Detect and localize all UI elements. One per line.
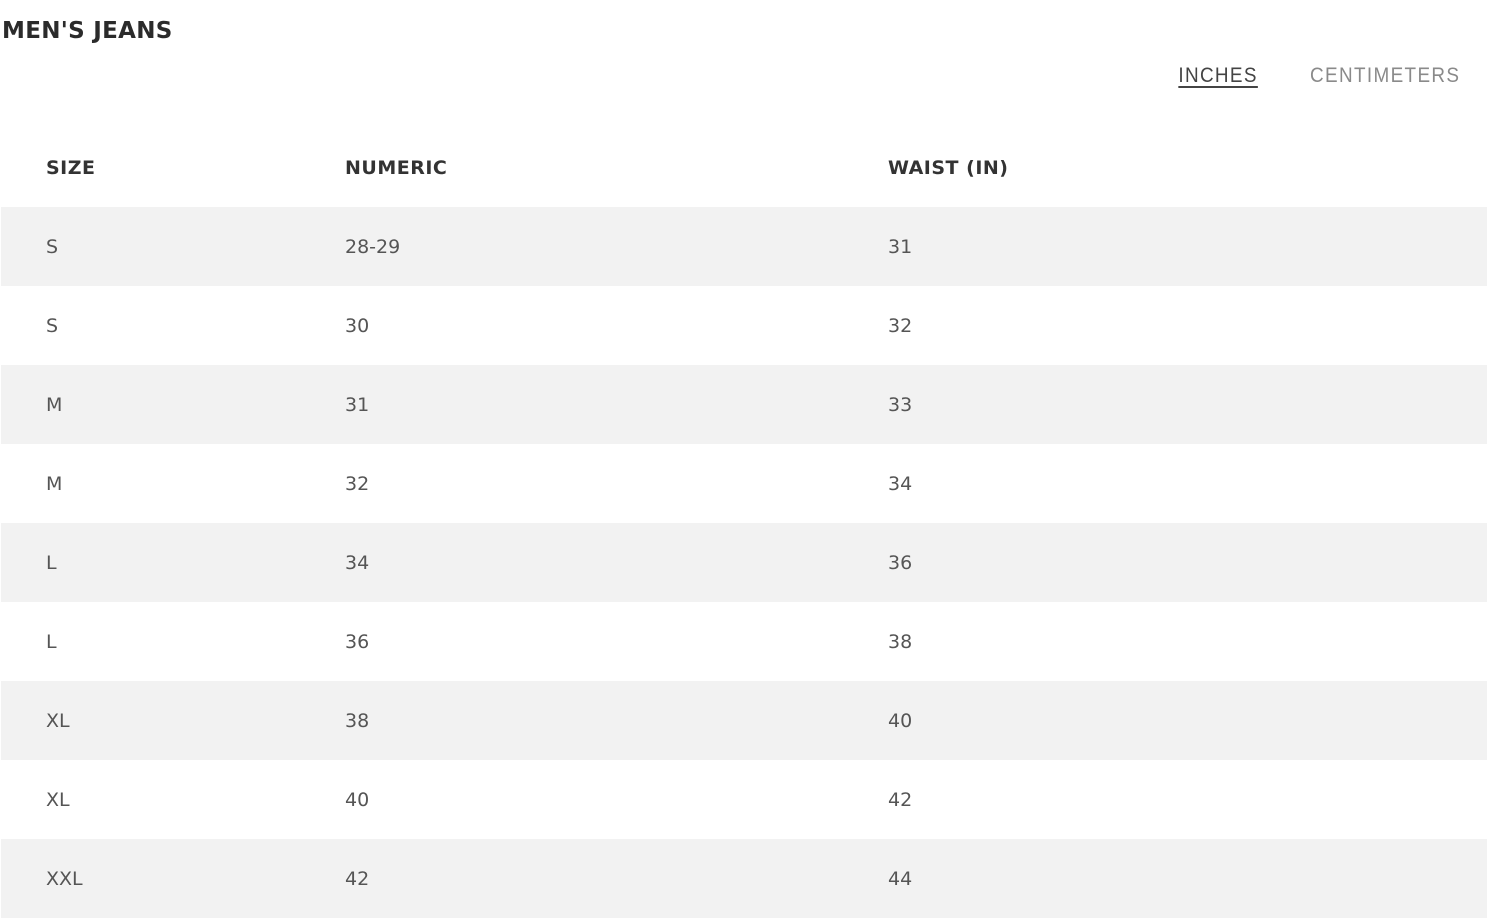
numeric-cell: 34 xyxy=(345,551,370,574)
size-cell: L xyxy=(46,630,57,653)
waist-cell: 44 xyxy=(888,867,913,890)
size-cell: L xyxy=(46,551,57,574)
size-cell: M xyxy=(46,393,63,416)
unit-toggle: INCHES CENTIMETERS xyxy=(1178,64,1460,88)
header-size: SIZE xyxy=(46,156,96,179)
numeric-cell: 40 xyxy=(345,788,370,811)
table-row: XL 40 42 xyxy=(1,760,1487,839)
size-cell: S xyxy=(46,314,59,337)
waist-cell: 36 xyxy=(888,551,913,574)
header-numeric: NUMERIC xyxy=(345,156,448,179)
size-cell: S xyxy=(46,235,59,258)
size-cell: XL xyxy=(46,709,70,732)
table-row: M 32 34 xyxy=(1,444,1487,523)
table-row: S 28-29 31 xyxy=(1,207,1487,286)
waist-cell: 31 xyxy=(888,235,913,258)
table-row: L 34 36 xyxy=(1,523,1487,602)
table-header-row: SIZE NUMERIC WAIST (IN) xyxy=(1,128,1487,207)
table-row: XXL 42 44 xyxy=(1,839,1487,918)
table-row: L 36 38 xyxy=(1,602,1487,681)
waist-cell: 34 xyxy=(888,472,913,495)
numeric-cell: 30 xyxy=(345,314,370,337)
waist-cell: 42 xyxy=(888,788,913,811)
size-cell: M xyxy=(46,472,63,495)
table-row: S 30 32 xyxy=(1,286,1487,365)
inches-tab[interactable]: INCHES xyxy=(1177,64,1258,87)
numeric-cell: 28-29 xyxy=(345,235,401,258)
size-chart-table: SIZE NUMERIC WAIST (IN) S 28-29 31 S 30 32 M 31… xyxy=(1,128,1487,918)
numeric-cell: 31 xyxy=(345,393,370,416)
table-row: XL 38 40 xyxy=(1,681,1487,760)
page-title: MEN'S JEANS xyxy=(2,18,173,44)
table-row: M 31 33 xyxy=(1,365,1487,444)
waist-cell: 38 xyxy=(888,630,913,653)
numeric-cell: 38 xyxy=(345,709,370,732)
waist-cell: 33 xyxy=(888,393,913,416)
size-cell: XXL xyxy=(46,867,83,890)
header-waist: WAIST (IN) xyxy=(888,156,1009,179)
size-cell: XL xyxy=(46,788,70,811)
waist-cell: 40 xyxy=(888,709,913,732)
centimeters-tab[interactable]: CENTIMETERS xyxy=(1309,64,1460,87)
waist-cell: 32 xyxy=(888,314,913,337)
numeric-cell: 42 xyxy=(345,867,370,890)
numeric-cell: 32 xyxy=(345,472,370,495)
numeric-cell: 36 xyxy=(345,630,370,653)
